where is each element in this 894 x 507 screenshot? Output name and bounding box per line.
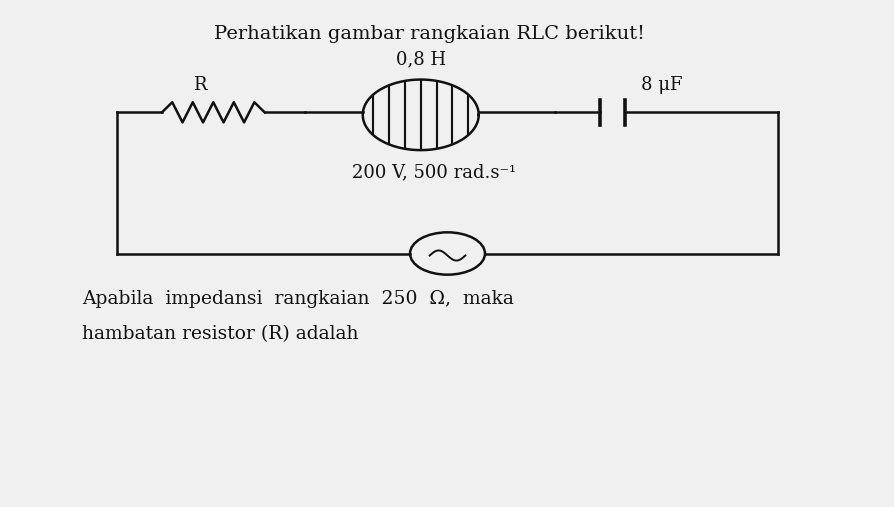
Text: Apabila  impedansi  rangkaian  250  Ω,  maka: Apabila impedansi rangkaian 250 Ω, maka [81, 290, 513, 308]
Text: 0,8 H: 0,8 H [395, 50, 445, 68]
Text: 200 V, 500 rad.s⁻¹: 200 V, 500 rad.s⁻¹ [351, 164, 516, 182]
Text: 8 μF: 8 μF [640, 76, 681, 94]
Text: Perhatikan gambar rangkaian RLC berikut!: Perhatikan gambar rangkaian RLC berikut! [214, 25, 645, 43]
Text: R: R [193, 76, 207, 94]
Text: hambatan resistor (R) adalah: hambatan resistor (R) adalah [81, 325, 358, 343]
